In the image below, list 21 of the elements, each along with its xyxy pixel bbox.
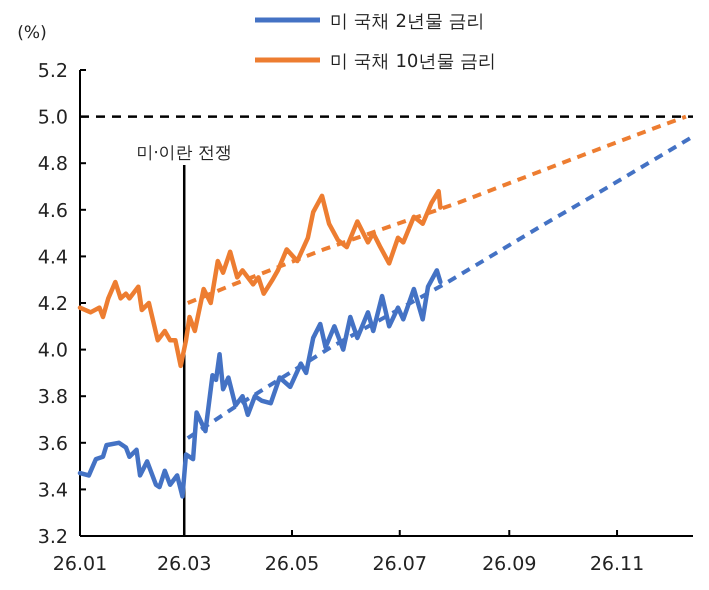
legend-label: 미 국채 10년물 금리	[330, 51, 496, 72]
y-tick-label: 3.8	[38, 386, 68, 408]
y-tick-label: 5.0	[38, 106, 68, 129]
legend-label: 미 국채 2년물 금리	[330, 11, 485, 32]
y-axis-title: (%)	[17, 23, 47, 43]
y-tick-label: 3.2	[38, 526, 68, 548]
y-tick-label: 3.6	[38, 432, 68, 455]
x-tick-label: 26.01	[52, 553, 108, 575]
y-tick-label: 4.4	[38, 246, 68, 268]
y-tick-label: 4.8	[38, 153, 68, 176]
x-tick-label: 26.03	[157, 553, 212, 575]
y-tick-label: 4.2	[38, 293, 68, 315]
x-tick-label: 26.07	[372, 553, 427, 575]
y-tick-label: 4.6	[38, 200, 68, 222]
y-tick-label: 4.0	[38, 340, 68, 362]
ref-line-label: 미·이란 전쟁	[136, 143, 232, 163]
x-tick-label: 26.11	[590, 553, 644, 575]
y-tick-label: 5.2	[38, 60, 68, 82]
y-tick-label: 3.4	[38, 479, 68, 502]
x-tick-label: 26.09	[482, 553, 536, 575]
x-tick-label: 26.05	[264, 553, 320, 575]
